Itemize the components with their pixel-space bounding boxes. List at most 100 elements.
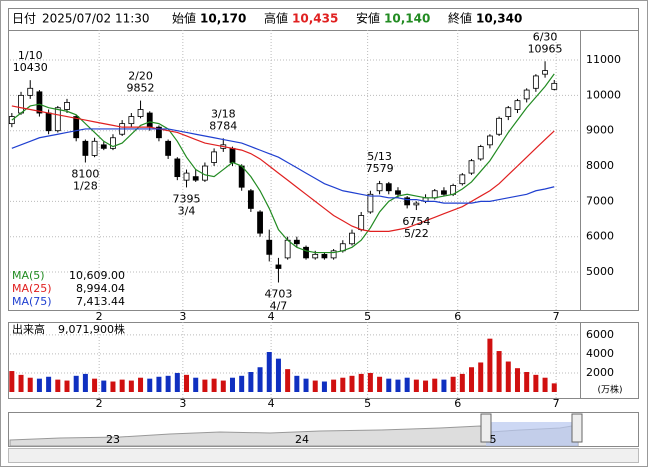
x-tick-label: 2	[96, 397, 103, 410]
candle-body	[156, 126, 162, 139]
volume-bar	[340, 377, 346, 392]
candle-body	[385, 183, 392, 192]
volume-bar	[128, 380, 134, 392]
volume-bar	[46, 376, 52, 392]
x-tick-label: 4	[268, 310, 275, 323]
header-value: 10,435	[292, 12, 338, 26]
volume-bar	[73, 375, 79, 392]
volume-bar	[220, 380, 226, 392]
candle-body	[358, 215, 365, 231]
annotation-value: 10965	[528, 42, 563, 55]
volume-bar	[248, 372, 254, 392]
candle-body	[459, 174, 466, 185]
candle-body	[247, 190, 254, 209]
volume-bar	[82, 373, 88, 392]
volume-bar	[441, 379, 447, 392]
navigator-handle[interactable]	[571, 413, 583, 443]
volume-bar	[533, 374, 539, 392]
candle-body	[266, 239, 273, 255]
candle-body	[91, 140, 98, 156]
candle-body	[73, 116, 80, 139]
volume-bar	[239, 375, 245, 392]
x-tick-label: 2	[96, 310, 103, 323]
ma-line	[11, 105, 555, 232]
candle-body	[468, 160, 475, 174]
annotation-value: 7395	[173, 192, 201, 205]
volume-title: 出来高	[12, 322, 45, 336]
volume-bar	[266, 352, 272, 392]
y-tick-label: 4000	[586, 347, 614, 360]
x-tick-label: 6	[454, 397, 461, 410]
volume-bar	[514, 368, 520, 392]
candle-body	[238, 165, 245, 188]
candle-body	[110, 137, 116, 149]
volume-bar	[119, 379, 125, 392]
volume-current: 9,071,900株	[58, 322, 125, 336]
x-tick-label: 3	[179, 397, 186, 410]
volume-bar	[404, 377, 410, 392]
candle-body	[183, 172, 190, 181]
candle-body	[100, 144, 107, 149]
x-tick-label: 5	[364, 397, 371, 410]
volume-bar	[321, 381, 327, 392]
volume-bar	[524, 372, 530, 392]
legend-name: MA(25)	[12, 282, 52, 295]
candle-body	[27, 87, 34, 96]
annotation-value: 9852	[127, 82, 155, 95]
volume-bar	[349, 375, 355, 392]
candle-body	[321, 253, 328, 259]
volume-bar	[92, 378, 98, 392]
annotation-value: 8100	[71, 167, 99, 180]
navigator-label: 24	[295, 433, 309, 446]
volume-bar	[478, 362, 484, 392]
candle-body	[45, 112, 52, 132]
y-tick-label: 6000	[586, 328, 614, 341]
header-value: 10,340	[476, 12, 522, 26]
y-tick-label: 5000	[586, 265, 614, 278]
annotation-date: 1/10	[18, 49, 43, 62]
ma-line	[11, 73, 555, 254]
volume-bar	[496, 351, 502, 392]
navigator-handle[interactable]	[480, 413, 492, 443]
y-tick-label: 8000	[586, 159, 614, 172]
volume-bar	[469, 367, 475, 392]
candle-body	[477, 146, 484, 160]
volume-bar	[386, 378, 392, 392]
scrollbar[interactable]	[8, 448, 639, 463]
header-value: 10,170	[200, 12, 246, 26]
volume-bar	[101, 380, 107, 392]
volume-bar	[18, 374, 24, 392]
legend-value: 7,413.44	[76, 295, 125, 308]
header-label: 高値	[264, 11, 288, 26]
candle-body	[18, 94, 24, 114]
volume-bar	[551, 383, 557, 392]
candle-body	[293, 239, 300, 245]
x-tick-label: 7	[553, 397, 560, 410]
candle-body	[404, 197, 411, 206]
annotation-date: 2/20	[128, 70, 153, 83]
annotation-value: 6754	[402, 215, 430, 228]
navigator-label: 5	[490, 433, 497, 446]
volume-bar	[184, 374, 190, 392]
annotation-date: 1/28	[73, 179, 98, 192]
candle-body	[551, 82, 558, 90]
volume-bar	[36, 378, 42, 392]
volume-bar	[542, 377, 548, 392]
header-label: 始値	[172, 11, 196, 26]
candle-body	[376, 183, 383, 192]
legend-value: 8,994.04	[76, 282, 125, 295]
navigator-window[interactable]	[486, 422, 578, 446]
candle-body	[202, 165, 208, 181]
legend-name: MA(75)	[12, 295, 52, 308]
volume-bar	[312, 380, 318, 392]
candle-body	[330, 250, 337, 259]
y-tick-label: 7000	[586, 194, 614, 207]
candle-body	[312, 253, 319, 259]
candle-body	[128, 116, 135, 125]
candle-body	[542, 70, 548, 75]
volume-bar	[432, 378, 438, 392]
header-label: 日付	[12, 12, 36, 26]
volume-bar	[285, 369, 291, 392]
volume-bar	[423, 380, 429, 392]
volume-bar	[156, 376, 162, 392]
